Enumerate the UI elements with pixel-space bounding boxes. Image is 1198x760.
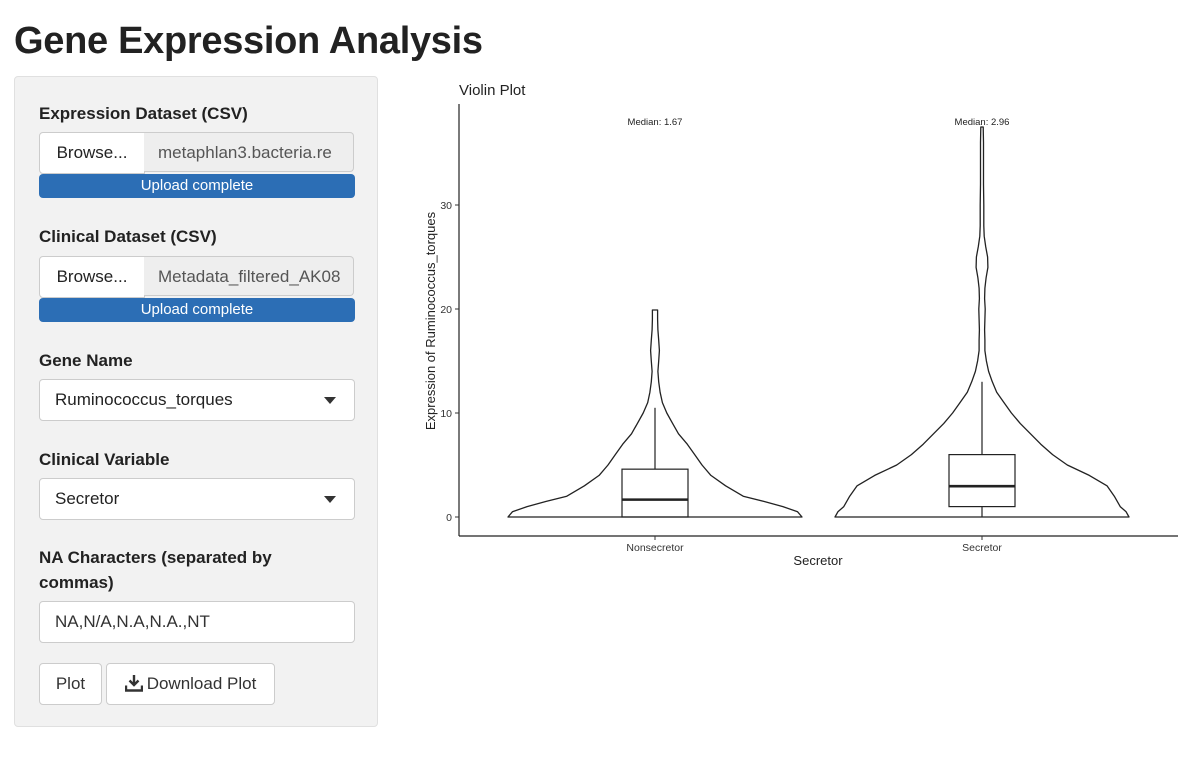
clinical-variable-value: Secretor [55, 489, 120, 508]
chevron-down-icon [324, 496, 336, 503]
download-plot-button[interactable]: Download Plot [106, 663, 275, 705]
y-tick-label: 10 [440, 408, 452, 420]
gene-name-select[interactable]: Ruminococcus_torques [39, 379, 355, 421]
na-characters-input[interactable] [39, 601, 355, 643]
violin-plot-chart: Violin Plot 0 10 20 30 Nonsecretor Median: 1.6… [423, 82, 1178, 568]
median-annotation: Median: 1.67 [628, 117, 683, 128]
violin-plot-area: Violin Plot 0 10 20 30 Nonsecretor Median: 1.6… [400, 76, 1190, 576]
expression-file-input[interactable]: Browse... metaphlan3.bacteria.re [39, 132, 355, 174]
x-tick-label: Secretor [962, 542, 1002, 554]
violin-nonsecretor [507, 309, 803, 518]
median-annotation: Median: 2.96 [955, 117, 1010, 128]
y-tick-label: 20 [440, 304, 452, 316]
y-tick-label: 30 [440, 200, 452, 212]
na-characters-label-line2: commas) [39, 573, 114, 592]
sidebar-panel: Expression Dataset (CSV) Browse... metap… [14, 76, 378, 727]
box-secretor [948, 454, 1016, 508]
clinical-browse-button[interactable]: Browse... [39, 256, 145, 298]
chart-title: Violin Plot [459, 82, 526, 99]
gene-name-value: Ruminococcus_torques [55, 390, 233, 409]
violin-secretor [834, 126, 1130, 518]
clinical-file-name: Metadata_filtered_AK08 [144, 256, 354, 296]
expression-browse-button[interactable]: Browse... [39, 132, 145, 174]
x-tick-label: Nonsecretor [626, 542, 684, 554]
clinical-file-input[interactable]: Browse... Metadata_filtered_AK08 [39, 256, 355, 298]
download-icon [124, 675, 143, 692]
x-axis-label: Secretor [793, 553, 843, 568]
box-nonsecretor [621, 468, 689, 518]
expression-dataset-label: Expression Dataset (CSV) [39, 104, 248, 123]
na-characters-label-line1: NA Characters (separated by [39, 548, 272, 567]
y-axis-label: Expression of Ruminococcus_torques [423, 211, 438, 430]
clinical-upload-progress: Upload complete [39, 298, 355, 322]
clinical-variable-select[interactable]: Secretor [39, 478, 355, 520]
gene-name-label: Gene Name [39, 351, 133, 370]
download-plot-label: Download Plot [146, 674, 257, 693]
expression-file-name: metaphlan3.bacteria.re [144, 132, 354, 172]
clinical-variable-label: Clinical Variable [39, 450, 170, 469]
expression-upload-progress: Upload complete [39, 174, 355, 198]
page-title: Gene Expression Analysis [14, 20, 483, 62]
clinical-dataset-label: Clinical Dataset (CSV) [39, 227, 217, 246]
plot-button[interactable]: Plot [39, 663, 102, 705]
y-tick-label: 0 [446, 512, 452, 524]
chevron-down-icon [324, 397, 336, 404]
